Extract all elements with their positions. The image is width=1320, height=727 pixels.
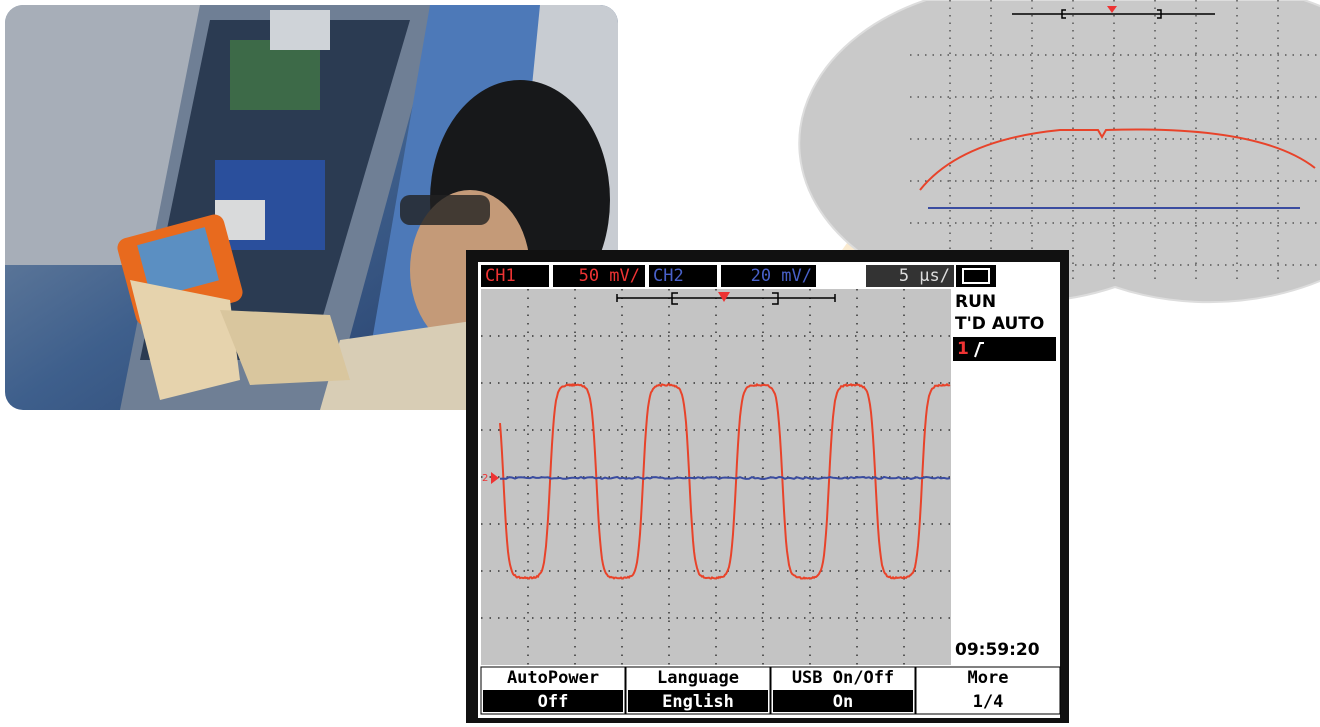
trigger-mode: T'D AUTO [955, 314, 1044, 334]
clock: 09:59:20 [955, 640, 1040, 660]
softkey-value: English [662, 692, 734, 712]
softkey-value: 1/4 [973, 692, 1004, 712]
ch1-label: CH1 [485, 266, 516, 286]
softkey-title: Language [657, 668, 739, 688]
softkey-title: AutoPower [507, 668, 599, 688]
softkey-value: Off [538, 692, 569, 712]
ch2-scale: 20 mV/ [751, 266, 812, 286]
run-status: RUN [955, 292, 996, 312]
ch1-scale: 50 mV/ [579, 266, 640, 286]
ch2-label: CH2 [653, 266, 684, 286]
softkey-value: On [833, 692, 853, 712]
softkey-title: USB On/Off [792, 668, 894, 688]
ch2-marker: 2 [482, 473, 488, 484]
timebase: 5 μs/ [899, 266, 950, 286]
trigger-source: 1 [957, 339, 969, 359]
softkey-title: More [968, 668, 1009, 688]
scope-screen: 2 CH1 50 mV/ CH2 20 mV/ 5 μs/ RUN T'D AU… [466, 250, 1069, 723]
